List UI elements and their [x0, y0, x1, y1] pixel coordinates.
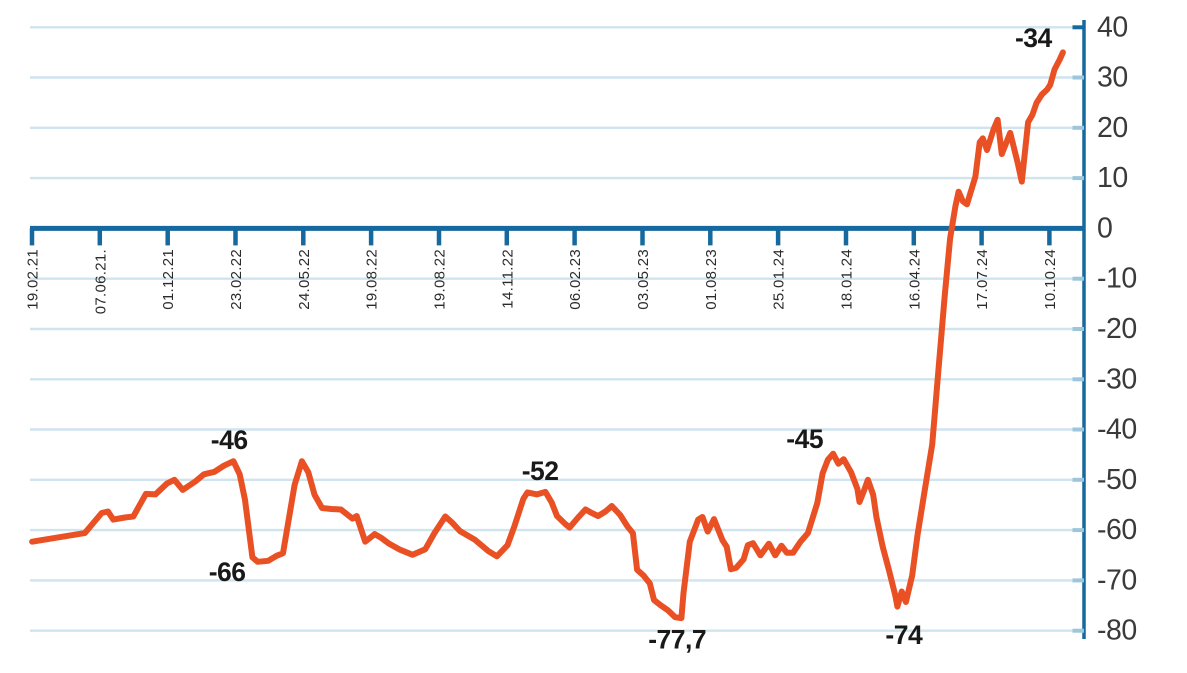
data-series: [29, 49, 1066, 622]
x-axis: [29, 225, 1084, 246]
svg-text:10.10.24: 10.10.24: [1042, 249, 1059, 310]
svg-text:-10: -10: [1097, 263, 1137, 295]
svg-text:01.08.23: 01.08.23: [703, 249, 720, 310]
svg-text:-34: -34: [1015, 23, 1053, 53]
svg-text:-80: -80: [1097, 615, 1137, 647]
svg-text:19.02.21: 19.02.21: [25, 249, 42, 310]
svg-text:-45: -45: [786, 424, 823, 454]
annotations: -46 -66 -52 -45 -77,7 -74 -34: [209, 23, 1053, 655]
svg-text:07.06.21.: 07.06.21.: [92, 249, 109, 314]
gridlines: [30, 26, 1084, 632]
svg-text:-70: -70: [1097, 564, 1137, 596]
svg-text:01.12.21: 01.12.21: [160, 249, 177, 310]
svg-text:20: 20: [1097, 112, 1128, 144]
svg-text:10: 10: [1097, 162, 1128, 194]
svg-text:-77,7: -77,7: [648, 625, 706, 655]
svg-text:17.07.24: 17.07.24: [974, 249, 991, 310]
svg-text:-60: -60: [1097, 514, 1137, 546]
svg-text:24.05.22: 24.05.22: [296, 249, 313, 310]
svg-text:-40: -40: [1097, 414, 1137, 446]
svg-text:-50: -50: [1097, 464, 1137, 496]
svg-text:-30: -30: [1097, 363, 1137, 395]
svg-text:-74: -74: [885, 620, 923, 650]
svg-text:03.05.23: 03.05.23: [635, 249, 652, 310]
svg-text:25.01.24: 25.01.24: [771, 249, 788, 310]
svg-text:14.11.22: 14.11.22: [499, 249, 516, 309]
svg-text:40: 40: [1097, 11, 1128, 43]
svg-text:18.01.24: 18.01.24: [839, 249, 856, 310]
svg-text:0: 0: [1097, 212, 1112, 244]
y-axis: [1072, 20, 1086, 639]
svg-text:-46: -46: [211, 425, 248, 455]
x-tick-labels: 19.02.21 07.06.21. 01.12.21 23.02.22 24.05.2…: [25, 249, 1059, 314]
y-tick-labels: 40 30 20 10 0 -10 -20 -30 -40 -50 -60 -70 -80: [1097, 11, 1137, 646]
svg-text:-52: -52: [522, 456, 559, 486]
svg-text:30: 30: [1097, 62, 1128, 94]
svg-text:-20: -20: [1097, 313, 1137, 345]
svg-text:23.02.22: 23.02.22: [228, 249, 245, 310]
svg-text:19.08.22: 19.08.22: [364, 249, 381, 310]
svg-text:-66: -66: [209, 557, 246, 587]
svg-text:19.08.22: 19.08.22: [432, 249, 449, 310]
svg-text:06.02.23: 06.02.23: [567, 249, 584, 310]
svg-text:16.04.24: 16.04.24: [906, 249, 923, 310]
